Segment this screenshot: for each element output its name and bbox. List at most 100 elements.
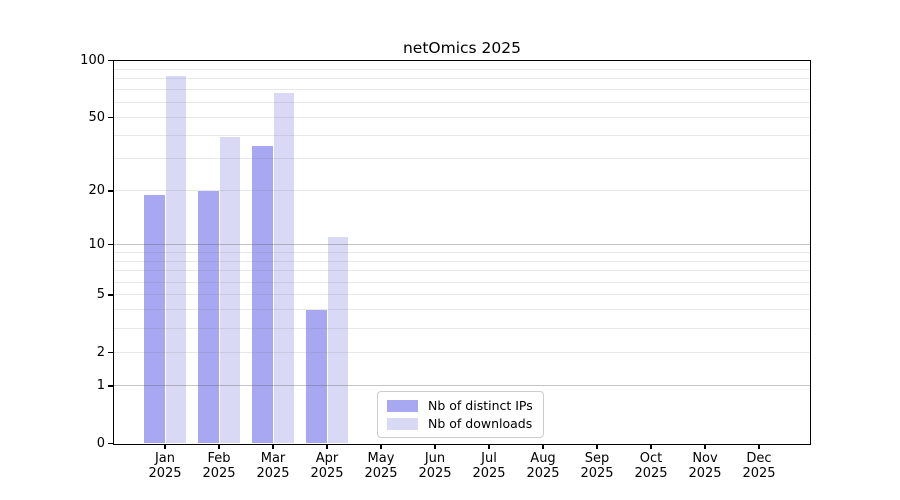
gridline-minor bbox=[114, 68, 810, 70]
x-tick-year: 2025 bbox=[148, 466, 182, 481]
legend-item-downloads: Nb of downloads bbox=[387, 416, 533, 431]
x-tick-label: Aug 2025 bbox=[511, 451, 575, 482]
x-tick-month: Oct bbox=[639, 450, 663, 466]
x-tick-year: 2025 bbox=[742, 466, 776, 481]
y-tick-label: 50 bbox=[88, 109, 105, 125]
legend-swatch-downloads bbox=[387, 417, 418, 430]
bar-distinct-ips-feb bbox=[198, 190, 219, 444]
y-tick bbox=[107, 116, 114, 118]
legend-item-distinct-ips: Nb of distinct IPs bbox=[387, 398, 533, 413]
x-tick-year: 2025 bbox=[634, 466, 668, 481]
x-tick-year: 2025 bbox=[526, 466, 560, 481]
x-tick-label: May 2025 bbox=[349, 451, 413, 482]
x-tick bbox=[650, 443, 652, 449]
y-tick-label: 2 bbox=[96, 344, 105, 360]
x-tick bbox=[272, 443, 274, 449]
gridline-minor bbox=[114, 309, 810, 311]
y-tick bbox=[107, 385, 114, 387]
x-tick-month: Dec bbox=[746, 450, 772, 466]
bar-downloads-jan bbox=[165, 75, 186, 444]
gridline-minor bbox=[114, 101, 810, 103]
gridline-major bbox=[114, 60, 810, 61]
y-tick-label: 10 bbox=[88, 237, 105, 252]
x-tick-label: Nov 2025 bbox=[673, 451, 737, 482]
x-tick-label: Apr 2025 bbox=[295, 451, 359, 482]
legend-label-distinct-ips: Nb of distinct IPs bbox=[428, 398, 533, 413]
bar-distinct-ips-jan bbox=[144, 194, 165, 444]
x-tick bbox=[218, 443, 220, 449]
x-tick-month: May bbox=[367, 450, 395, 466]
gridline-minor bbox=[114, 89, 810, 91]
plot-border bbox=[113, 59, 811, 445]
gridline-minor bbox=[114, 158, 810, 160]
x-tick-year: 2025 bbox=[580, 466, 614, 481]
gridline-minor bbox=[114, 270, 810, 272]
x-tick-month: Jan bbox=[154, 450, 176, 466]
y-tick-label: 20 bbox=[88, 183, 105, 199]
bar-distinct-ips-apr bbox=[306, 309, 327, 444]
x-tick bbox=[380, 443, 382, 449]
x-tick-label: Feb 2025 bbox=[187, 451, 251, 482]
x-tick bbox=[542, 443, 544, 449]
x-tick-year: 2025 bbox=[418, 466, 452, 481]
x-tick-label: Oct 2025 bbox=[619, 451, 683, 482]
x-tick-month: Sep bbox=[584, 450, 610, 466]
y-tick-label: 5 bbox=[96, 287, 105, 303]
bar-downloads-mar bbox=[273, 93, 294, 444]
bar-downloads-apr bbox=[327, 237, 348, 444]
legend-label-downloads: Nb of downloads bbox=[428, 416, 533, 431]
gridline-minor bbox=[114, 327, 810, 329]
x-tick-month: Aug bbox=[530, 450, 556, 466]
gridline-minor bbox=[114, 351, 810, 353]
x-tick-month: Mar bbox=[260, 450, 286, 466]
x-tick-month: Nov bbox=[692, 450, 718, 466]
x-tick bbox=[488, 443, 490, 449]
y-tick bbox=[107, 59, 114, 62]
y-tick-label: 100 bbox=[80, 53, 105, 68]
x-tick-month: Jun bbox=[424, 450, 446, 466]
gridline-major bbox=[114, 385, 810, 387]
bar-downloads-feb bbox=[219, 137, 240, 444]
x-tick-label: Jun 2025 bbox=[403, 451, 467, 482]
x-tick bbox=[434, 443, 436, 449]
x-tick-label: Sep 2025 bbox=[565, 451, 629, 482]
bar-distinct-ips-mar bbox=[252, 146, 273, 444]
gridline-minor bbox=[114, 260, 810, 262]
x-tick-label: Jul 2025 bbox=[457, 451, 521, 482]
x-tick-month: Feb bbox=[207, 450, 231, 466]
x-tick-year: 2025 bbox=[364, 466, 398, 481]
gridline-minor bbox=[114, 251, 810, 253]
x-tick-year: 2025 bbox=[202, 466, 236, 481]
x-tick-year: 2025 bbox=[472, 466, 506, 481]
x-tick bbox=[326, 443, 328, 449]
x-tick-month: Apr bbox=[315, 450, 339, 466]
chart-title: netOmics 2025 bbox=[402, 39, 521, 57]
x-tick-label: Mar 2025 bbox=[241, 451, 305, 482]
gridline-minor bbox=[114, 134, 810, 136]
x-tick-label: Jan 2025 bbox=[133, 451, 197, 482]
gridline-minor bbox=[114, 78, 810, 80]
legend-swatch-distinct-ips bbox=[387, 399, 418, 412]
x-tick bbox=[758, 443, 760, 449]
y-tick bbox=[107, 442, 114, 445]
x-tick-year: 2025 bbox=[256, 466, 290, 481]
x-tick bbox=[596, 443, 598, 449]
x-tick-year: 2025 bbox=[688, 466, 722, 481]
gridline-minor bbox=[114, 294, 810, 296]
y-tick-label: 1 bbox=[96, 378, 105, 394]
y-tick bbox=[107, 243, 114, 246]
x-tick-month: Jul bbox=[481, 450, 497, 466]
gridline-minor bbox=[114, 190, 810, 192]
legend: Nb of distinct IPs Nb of downloads bbox=[377, 391, 544, 438]
x-tick-year: 2025 bbox=[310, 466, 344, 481]
x-tick bbox=[704, 443, 706, 449]
y-tick-label: 0 bbox=[96, 436, 105, 451]
gridline-minor bbox=[114, 116, 810, 118]
gridline-minor bbox=[114, 281, 810, 283]
x-tick-label: Dec 2025 bbox=[727, 451, 791, 482]
x-tick bbox=[164, 443, 166, 449]
